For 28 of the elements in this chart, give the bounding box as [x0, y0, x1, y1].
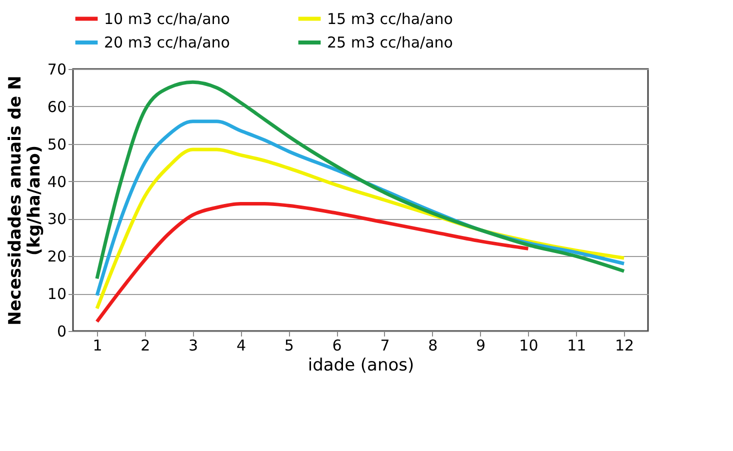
- y-tick-label: 60: [47, 98, 66, 116]
- x-tick-label: 8: [428, 336, 438, 354]
- y-tick-label: 40: [47, 172, 66, 191]
- legend-label: 20 m3 cc/ha/ano: [104, 34, 230, 52]
- x-axis-title: idade (anos): [308, 356, 414, 376]
- legend-label: 10 m3 cc/ha/ano: [104, 10, 230, 28]
- y-tick-label: 0: [56, 322, 66, 340]
- x-tick-label: 1: [92, 336, 102, 354]
- y-tick-label: 20: [47, 248, 66, 266]
- x-tick-label: 6: [332, 336, 342, 354]
- line-series: [95, 202, 530, 324]
- x-tick-label: 4: [236, 336, 246, 354]
- y-axis-title: Necessidades anuais de N (kg/ha/ano): [5, 76, 44, 326]
- y-tick-label: 50: [47, 135, 66, 154]
- x-tick-label: 9: [476, 336, 486, 354]
- x-tick-label: 5: [284, 336, 294, 354]
- x-tick-label: 12: [614, 336, 634, 354]
- x-tick-label: 2: [140, 336, 150, 354]
- y-tick-label: 30: [47, 210, 66, 228]
- line-series: [95, 80, 626, 280]
- legend-label: 15 m3 cc/ha/ano: [327, 10, 453, 28]
- y-tick-label: 70: [47, 60, 66, 78]
- x-tick-label: 10: [519, 336, 538, 354]
- legend-label: 25 m3 cc/ha/ano: [327, 34, 453, 52]
- y-tick-label: 10: [47, 285, 66, 304]
- x-tick-label: 3: [188, 336, 198, 354]
- x-tick-label: 11: [567, 336, 586, 354]
- x-tick-label: 7: [380, 336, 390, 354]
